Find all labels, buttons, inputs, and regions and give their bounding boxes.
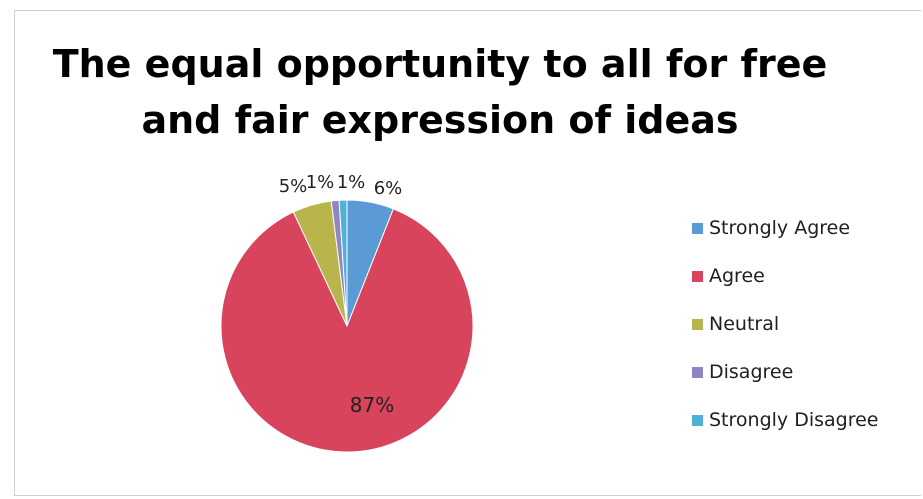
chart-frame: [14, 10, 921, 496]
chart-title-line-2: and fair expression of ideas: [141, 98, 739, 142]
data-label-strongly-agree: 6%: [374, 178, 403, 199]
legend-item-neutral: Neutral: [692, 308, 878, 340]
legend-item-strongly-disagree: Strongly Disagree: [692, 404, 878, 436]
legend-label-agree: Agree: [709, 265, 765, 287]
legend-swatch-strongly-disagree: [692, 414, 703, 426]
legend-label-strongly-disagree: Strongly Disagree: [709, 409, 879, 431]
legend-item-agree: Agree: [692, 260, 878, 292]
data-label-agree: 87%: [350, 393, 394, 417]
chart-title-line-1: The equal opportunity to all for free: [52, 42, 828, 86]
chart-title: The equal opportunity to all for free an…: [40, 36, 840, 148]
legend-item-disagree: Disagree: [692, 356, 878, 388]
legend-swatch-agree: [692, 270, 703, 282]
legend-swatch-disagree: [692, 366, 703, 378]
chart-legend: Strongly Agree Agree Neutral Disagree St…: [692, 212, 878, 452]
data-label-neutral: 5%: [279, 176, 308, 197]
pie-slice-agree: [220, 208, 474, 453]
legend-swatch-neutral: [692, 318, 703, 330]
legend-label-disagree: Disagree: [709, 361, 794, 383]
data-label-strongly-disagree: 1%: [337, 172, 366, 193]
data-label-disagree: 1%: [306, 172, 335, 193]
legend-label-neutral: Neutral: [709, 313, 780, 335]
legend-label-strongly-agree: Strongly Agree: [709, 217, 851, 239]
pie-slice-strongly-disagree: [338, 199, 348, 327]
legend-swatch-strongly-agree: [692, 222, 703, 234]
legend-item-strongly-agree: Strongly Agree: [692, 212, 878, 244]
